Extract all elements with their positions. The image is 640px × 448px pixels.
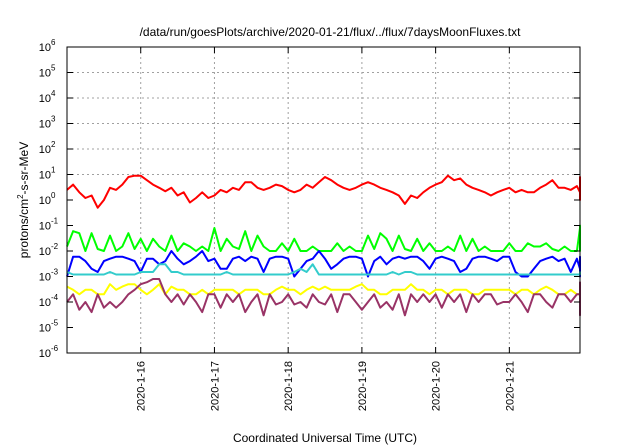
y-tick-label: 10 xyxy=(39,42,51,54)
x-tick-label: 2020-1-19 xyxy=(357,361,369,411)
y-tick-label-exp: -3 xyxy=(51,268,59,277)
series-line-1 xyxy=(66,224,581,252)
y-tick-label-exp: -1 xyxy=(51,217,59,226)
x-axis-label: Coordinated Universal Time (UTC) xyxy=(233,431,417,445)
x-tick-labels: 2020-1-16 2020-1-17 2020-1-18 2020-1-19 2020… xyxy=(136,361,517,411)
y-tick-label: 10 xyxy=(39,68,51,80)
y-tick-label-exp: 4 xyxy=(51,89,56,98)
x-tick-label: 2020-1-18 xyxy=(283,361,295,411)
tick-marks xyxy=(67,46,580,354)
x-tick-label: 2020-1-20 xyxy=(431,361,443,411)
y-tick-label: 10 xyxy=(39,93,51,105)
y-tick-label: 10 xyxy=(39,221,51,233)
y-tick-label: 10 xyxy=(39,297,51,309)
y-tick-label: 10 xyxy=(39,195,51,207)
series-line-4 xyxy=(66,283,581,296)
y-axis-label-rest: -s-sr-MeV xyxy=(17,142,31,195)
y-axis-label: protons/cm2-s-sr-MeV xyxy=(16,142,31,258)
y-tick-label-exp: 5 xyxy=(51,64,56,73)
y-tick-label: 10 xyxy=(39,348,51,360)
y-tick-label-exp: 2 xyxy=(51,140,56,149)
y-tick-label-exp: 1 xyxy=(51,166,56,175)
y-tick-label-exp: 3 xyxy=(51,115,56,124)
plot-frame xyxy=(66,46,581,354)
y-axis-label-base: protons/cm xyxy=(17,199,31,258)
y-tick-label: 10 xyxy=(39,272,51,284)
y-tick-label-exp: -6 xyxy=(51,344,59,353)
y-tick-label: 10 xyxy=(39,119,51,131)
x-tick-label: 2020-1-16 xyxy=(136,361,148,411)
y-tick-label-exp: 6 xyxy=(51,38,56,47)
series-line-0 xyxy=(66,174,581,209)
chart-title: /data/run/goesPlots/archive/2020-01-21/f… xyxy=(140,25,522,39)
y-tick-label: 10 xyxy=(39,246,51,258)
series-lines xyxy=(66,174,581,317)
y-axis-label-sup: 2 xyxy=(16,194,25,199)
series-line-5 xyxy=(66,278,581,317)
y-tick-label: 10 xyxy=(39,323,51,335)
series-line-3 xyxy=(66,263,581,276)
y-tick-label-exp: -5 xyxy=(51,319,59,328)
y-tick-label: 10 xyxy=(39,144,51,156)
y-tick-label: 10 xyxy=(39,170,51,182)
y-tick-label-exp: 0 xyxy=(51,191,56,200)
grid xyxy=(67,47,580,353)
y-tick-labels: 10 -610 -510 -410 -310 -210 -110 010 110 210 310 41… xyxy=(39,38,59,360)
y-tick-label-exp: -2 xyxy=(51,242,59,251)
x-tick-label: 2020-1-21 xyxy=(504,361,516,411)
x-tick-label: 2020-1-17 xyxy=(209,361,221,411)
y-tick-label-exp: -4 xyxy=(51,293,59,302)
